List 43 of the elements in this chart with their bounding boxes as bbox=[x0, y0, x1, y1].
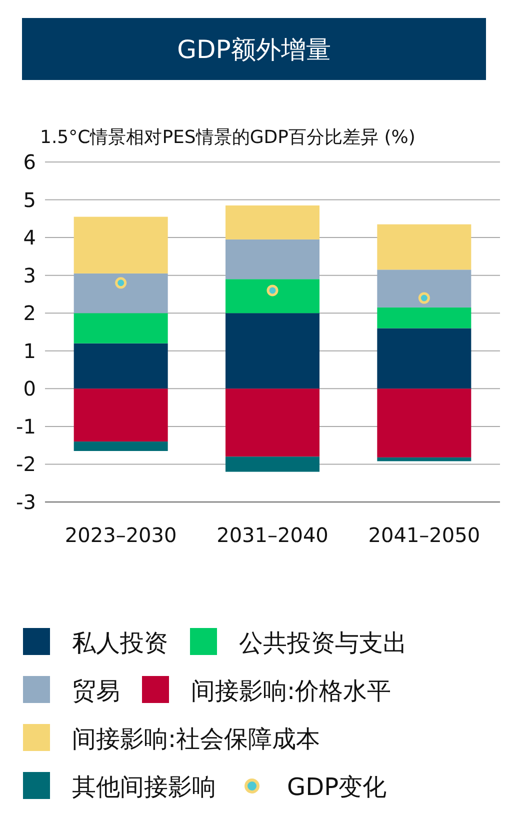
bar bbox=[377, 307, 472, 328]
legend-label: 间接影响:价格水平 bbox=[191, 677, 392, 705]
y-tick-label: 1 bbox=[23, 338, 36, 363]
y-tick-label: 2 bbox=[23, 301, 36, 326]
point bbox=[266, 284, 278, 296]
y-tick-label: 0 bbox=[23, 376, 36, 401]
y-tick-label: -2 bbox=[16, 452, 36, 476]
point bbox=[115, 277, 127, 289]
bar bbox=[74, 388, 168, 442]
bar bbox=[377, 388, 472, 458]
bar bbox=[377, 224, 472, 270]
bar bbox=[74, 343, 168, 389]
bar bbox=[74, 216, 168, 274]
legend-label: 间接影响:社会保障成本 bbox=[72, 725, 320, 753]
y-tick-label: -1 bbox=[16, 414, 36, 438]
legend-label: 私人投资 bbox=[72, 629, 168, 657]
bar bbox=[74, 442, 168, 451]
chart-title: GDP额外增量 bbox=[177, 35, 331, 64]
bar bbox=[226, 205, 320, 240]
y-tick-label: 5 bbox=[23, 188, 36, 212]
legend-label: GDP变化 bbox=[287, 773, 387, 801]
y-axis-title: 1.5°C情景相对PES情景的GDP百分比差异 (%) bbox=[40, 127, 416, 148]
bar bbox=[226, 313, 320, 389]
bar bbox=[74, 313, 168, 344]
x-tick-label: 2041–2050 bbox=[368, 523, 480, 547]
y-tick-label: -3 bbox=[16, 490, 36, 514]
bar bbox=[226, 279, 320, 314]
bar bbox=[377, 457, 472, 462]
bar bbox=[377, 328, 472, 389]
y-tick-label: 3 bbox=[23, 263, 36, 288]
bar bbox=[226, 239, 320, 280]
x-tick-label: 2031–2040 bbox=[216, 523, 328, 547]
legend-label: 贸易 bbox=[72, 677, 120, 705]
y-tick-label: 4 bbox=[23, 226, 36, 250]
x-tick-label: 2023–2030 bbox=[64, 523, 177, 547]
point bbox=[418, 292, 430, 304]
bar bbox=[226, 456, 320, 472]
y-tick-label: 6 bbox=[23, 150, 36, 174]
bar bbox=[74, 273, 168, 314]
bar bbox=[377, 270, 472, 308]
legend-label: 公共投资与支出 bbox=[239, 629, 407, 657]
bar bbox=[226, 388, 320, 457]
legend-label: 其他间接影响 bbox=[72, 773, 216, 801]
